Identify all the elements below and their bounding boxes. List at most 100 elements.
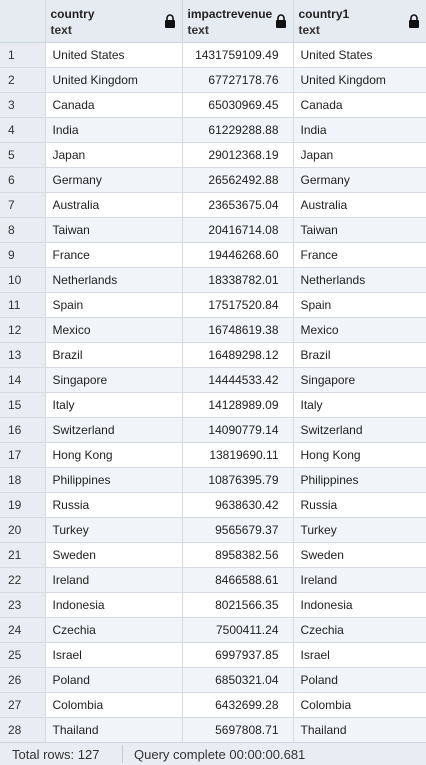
cell-country1[interactable]: Italy — [293, 392, 426, 418]
cell-country[interactable]: Israel — [45, 642, 183, 668]
cell-country[interactable]: Canada — [45, 92, 183, 118]
table-row[interactable]: 15 Italy 14128989.09 Italy — [0, 392, 426, 418]
cell-impactrevenue[interactable]: 6850321.04 — [182, 667, 294, 693]
row-number-cell[interactable]: 24 — [0, 617, 46, 643]
cell-country1[interactable]: Philippines — [293, 467, 426, 493]
cell-impactrevenue[interactable]: 16748619.38 — [182, 317, 294, 343]
table-row[interactable]: 12 Mexico 16748619.38 Mexico — [0, 317, 426, 343]
cell-impactrevenue[interactable]: 14444533.42 — [182, 367, 294, 393]
column-header-impactrevenue[interactable]: impactrevenue text — [182, 0, 294, 43]
cell-impactrevenue[interactable]: 18338782.01 — [182, 267, 294, 293]
cell-country[interactable]: Philippines — [45, 467, 183, 493]
cell-impactrevenue[interactable]: 61229288.88 — [182, 117, 294, 143]
table-row[interactable]: 6 Germany 26562492.88 Germany — [0, 167, 426, 193]
cell-country[interactable]: Poland — [45, 667, 183, 693]
cell-country1[interactable]: Spain — [293, 292, 426, 318]
cell-impactrevenue[interactable]: 17517520.84 — [182, 292, 294, 318]
table-row[interactable]: 2 United Kingdom 67727178.76 United Kingdom — [0, 67, 426, 93]
cell-impactrevenue[interactable]: 19446268.60 — [182, 242, 294, 268]
cell-country[interactable]: Czechia — [45, 617, 183, 643]
cell-country1[interactable]: Hong Kong — [293, 442, 426, 468]
row-number-cell[interactable]: 27 — [0, 692, 46, 718]
row-number-cell[interactable]: 12 — [0, 317, 46, 343]
cell-country1[interactable]: Russia — [293, 492, 426, 518]
cell-country[interactable]: India — [45, 117, 183, 143]
table-row[interactable]: 8 Taiwan 20416714.08 Taiwan — [0, 217, 426, 243]
row-number-cell[interactable]: 18 — [0, 467, 46, 493]
cell-country[interactable]: Singapore — [45, 367, 183, 393]
row-number-cell[interactable]: 11 — [0, 292, 46, 318]
cell-impactrevenue[interactable]: 65030969.45 — [182, 92, 294, 118]
cell-country[interactable]: Ireland — [45, 567, 183, 593]
table-row[interactable]: 4 India 61229288.88 India — [0, 117, 426, 143]
row-number-cell[interactable]: 13 — [0, 342, 46, 368]
cell-impactrevenue[interactable]: 23653675.04 — [182, 192, 294, 218]
table-row[interactable]: 21 Sweden 8958382.56 Sweden — [0, 542, 426, 568]
row-number-cell[interactable]: 10 — [0, 267, 46, 293]
cell-country1[interactable]: Japan — [293, 142, 426, 168]
cell-country[interactable]: Italy — [45, 392, 183, 418]
cell-impactrevenue[interactable]: 7500411.24 — [182, 617, 294, 643]
row-number-cell[interactable]: 19 — [0, 492, 46, 518]
table-row[interactable]: 16 Switzerland 14090779.14 Switzerland — [0, 417, 426, 443]
cell-impactrevenue[interactable]: 16489298.12 — [182, 342, 294, 368]
cell-country1[interactable]: Australia — [293, 192, 426, 218]
row-number-cell[interactable]: 15 — [0, 392, 46, 418]
cell-country[interactable]: Sweden — [45, 542, 183, 568]
table-row[interactable]: 28 Thailand 5697808.71 Thailand — [0, 717, 426, 742]
cell-country1[interactable]: United Kingdom — [293, 67, 426, 93]
row-number-cell[interactable]: 4 — [0, 117, 46, 143]
cell-country1[interactable]: Canada — [293, 92, 426, 118]
column-header-country[interactable]: country text — [45, 0, 183, 43]
table-row[interactable]: 25 Israel 6997937.85 Israel — [0, 642, 426, 668]
cell-country[interactable]: United Kingdom — [45, 67, 183, 93]
cell-impactrevenue[interactable]: 26562492.88 — [182, 167, 294, 193]
cell-impactrevenue[interactable]: 8466588.61 — [182, 567, 294, 593]
cell-country[interactable]: Switzerland — [45, 417, 183, 443]
cell-impactrevenue[interactable]: 6432699.28 — [182, 692, 294, 718]
cell-country1[interactable]: Brazil — [293, 342, 426, 368]
cell-impactrevenue[interactable]: 10876395.79 — [182, 467, 294, 493]
cell-country1[interactable]: Thailand — [293, 717, 426, 742]
cell-impactrevenue[interactable]: 29012368.19 — [182, 142, 294, 168]
cell-country1[interactable]: Turkey — [293, 517, 426, 543]
cell-country[interactable]: Thailand — [45, 717, 183, 742]
cell-country[interactable]: Spain — [45, 292, 183, 318]
row-number-cell[interactable]: 22 — [0, 567, 46, 593]
row-number-cell[interactable]: 21 — [0, 542, 46, 568]
table-row[interactable]: 27 Colombia 6432699.28 Colombia — [0, 692, 426, 718]
cell-impactrevenue[interactable]: 9565679.37 — [182, 517, 294, 543]
cell-country1[interactable]: Poland — [293, 667, 426, 693]
cell-country1[interactable]: Czechia — [293, 617, 426, 643]
cell-country[interactable]: Japan — [45, 142, 183, 168]
table-row[interactable]: 17 Hong Kong 13819690.11 Hong Kong — [0, 442, 426, 468]
cell-country[interactable]: Netherlands — [45, 267, 183, 293]
table-row[interactable]: 23 Indonesia 8021566.35 Indonesia — [0, 592, 426, 618]
row-number-cell[interactable]: 6 — [0, 167, 46, 193]
cell-impactrevenue[interactable]: 9638630.42 — [182, 492, 294, 518]
cell-impactrevenue[interactable]: 5697808.71 — [182, 717, 294, 742]
cell-country1[interactable]: France — [293, 242, 426, 268]
row-number-cell[interactable]: 2 — [0, 67, 46, 93]
cell-impactrevenue[interactable]: 6997937.85 — [182, 642, 294, 668]
cell-country[interactable]: Russia — [45, 492, 183, 518]
cell-country1[interactable]: Sweden — [293, 542, 426, 568]
row-number-cell[interactable]: 17 — [0, 442, 46, 468]
cell-country1[interactable]: Germany — [293, 167, 426, 193]
table-row[interactable]: 24 Czechia 7500411.24 Czechia — [0, 617, 426, 643]
cell-country[interactable]: Taiwan — [45, 217, 183, 243]
table-row[interactable]: 11 Spain 17517520.84 Spain — [0, 292, 426, 318]
cell-country1[interactable]: Israel — [293, 642, 426, 668]
table-row[interactable]: 26 Poland 6850321.04 Poland — [0, 667, 426, 693]
cell-impactrevenue[interactable]: 14128989.09 — [182, 392, 294, 418]
table-row[interactable]: 3 Canada 65030969.45 Canada — [0, 92, 426, 118]
cell-impactrevenue[interactable]: 1431759109.49 — [182, 42, 294, 68]
cell-country[interactable]: Germany — [45, 167, 183, 193]
table-row[interactable]: 5 Japan 29012368.19 Japan — [0, 142, 426, 168]
row-number-cell[interactable]: 5 — [0, 142, 46, 168]
row-number-cell[interactable]: 16 — [0, 417, 46, 443]
row-number-cell[interactable]: 3 — [0, 92, 46, 118]
table-row[interactable]: 20 Turkey 9565679.37 Turkey — [0, 517, 426, 543]
row-number-cell[interactable]: 26 — [0, 667, 46, 693]
cell-country1[interactable]: Colombia — [293, 692, 426, 718]
